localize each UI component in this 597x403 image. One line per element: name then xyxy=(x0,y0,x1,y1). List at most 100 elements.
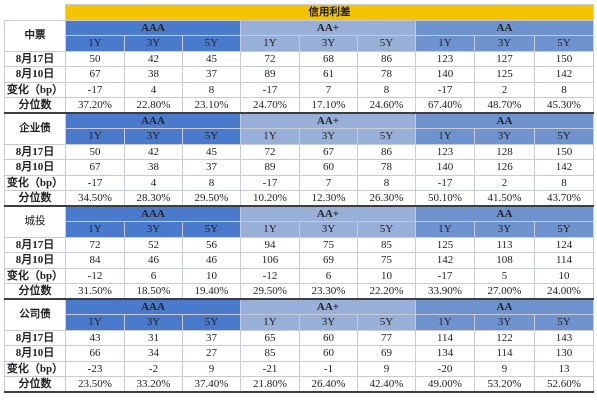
table-cell: 61 xyxy=(299,66,358,83)
table-row: 变化（bp） -12 6 10 -12 6 10 -17 5 10 xyxy=(4,267,594,284)
section-name: 公司债 xyxy=(4,298,66,331)
table-cell: 140 xyxy=(415,159,475,176)
table-cell: 42.40% xyxy=(357,376,416,393)
table-cell: 10.20% xyxy=(240,190,300,207)
tenor-header: 3Y xyxy=(474,221,535,238)
table-cell: 52 xyxy=(124,236,183,253)
tenor-header: 1Y xyxy=(240,128,300,145)
table-cell: 86 xyxy=(357,50,416,67)
tenor-header: 3Y xyxy=(299,221,358,238)
table-cell: 6 xyxy=(124,267,183,284)
table-cell: 66 xyxy=(65,345,125,362)
rating-group-header: AAA xyxy=(65,19,241,36)
table-cell: 127 xyxy=(474,50,535,67)
table-cell: 21.80% xyxy=(240,376,300,393)
table-cell: 125 xyxy=(415,236,475,253)
tenor-header: 1Y xyxy=(415,221,475,238)
table-cell: 114 xyxy=(474,345,535,362)
table-cell: 50 xyxy=(65,50,125,67)
row-label: 8月10日 xyxy=(4,345,66,362)
tenor-header-row: 1Y 3Y 5Y 1Y 3Y 5Y 1Y 3Y 5Y xyxy=(5,221,594,238)
table-cell: 7 xyxy=(299,81,358,98)
table-cell: 23.50% xyxy=(65,376,125,393)
tenor-header: 3Y xyxy=(124,314,183,331)
table-cell: 124 xyxy=(534,236,594,253)
table-cell: -1 xyxy=(299,360,358,377)
table-cell: 19.40% xyxy=(182,283,241,300)
table-cell: -12 xyxy=(240,267,300,284)
table-cell: 9 xyxy=(182,360,241,377)
table-cell: 52.60% xyxy=(534,376,594,393)
table-cell: 50 xyxy=(65,143,125,160)
table-cell: 37.20% xyxy=(65,97,125,114)
tenor-header: 3Y xyxy=(299,35,358,52)
table-cell: 50.10% xyxy=(415,190,475,207)
table-cell: 67 xyxy=(299,143,358,160)
table-cell: 60 xyxy=(299,159,358,176)
table-cell: 41.50% xyxy=(474,190,535,207)
table-cell: 108 xyxy=(474,252,535,269)
credit-spread-table-container: 信用利差 中票 AAA AA+ AA 1Y 3Y 5Y 1Y 3Y 5Y 1Y 3Y 5Y 8月17日 50… xyxy=(4,4,594,400)
table-row: 8月17日 50 42 45 72 68 86 123 127 150 xyxy=(4,50,594,67)
table-cell: 38 xyxy=(124,66,183,83)
table-row: 分位数 31.50% 18.50% 19.40% 29.50% 23.30% 22.20% 3… xyxy=(4,283,594,300)
title-row: 信用利差 xyxy=(4,4,594,21)
table-cell: 8 xyxy=(182,174,241,191)
table-cell: 126 xyxy=(474,159,535,176)
table-cell: 33.90% xyxy=(415,283,475,300)
rating-group-header: AA xyxy=(415,205,594,222)
table-cell: 37 xyxy=(182,159,241,176)
table-cell: 10 xyxy=(534,267,594,284)
table-cell: -17 xyxy=(415,267,475,284)
table-cell: -17 xyxy=(65,81,125,98)
tenor-header: 1Y xyxy=(415,128,475,145)
tenor-header: 5Y xyxy=(182,221,241,238)
table-cell: 77 xyxy=(357,329,416,346)
table-cell: 150 xyxy=(534,50,594,67)
table-cell: -17 xyxy=(240,174,300,191)
table-cell: 22.20% xyxy=(357,283,416,300)
table-cell: 140 xyxy=(415,66,475,83)
table-cell: 67 xyxy=(65,66,125,83)
table-row: 变化（bp） -17 4 8 -17 7 8 -17 2 8 xyxy=(4,174,594,191)
tenor-header: 1Y xyxy=(65,35,125,52)
rating-group-header: AA xyxy=(415,298,594,315)
table-cell: 122 xyxy=(474,329,535,346)
rating-group-header: AA+ xyxy=(240,19,416,36)
table-cell: 78 xyxy=(357,159,416,176)
table-cell: 38 xyxy=(124,159,183,176)
tenor-header: 1Y xyxy=(240,35,300,52)
row-label: 分位数 xyxy=(4,190,66,207)
table-cell: 49.00% xyxy=(415,376,475,393)
table-cell: 142 xyxy=(415,252,475,269)
table-cell: 123 xyxy=(415,50,475,67)
table-row: 分位数 37.20% 22.80% 23.10% 24.70% 17.10% 24.60% 6… xyxy=(4,97,594,114)
table-cell: -23 xyxy=(65,360,125,377)
table-cell: 8 xyxy=(182,81,241,98)
tenor-header: 5Y xyxy=(534,221,594,238)
table-cell: 85 xyxy=(357,236,416,253)
table-row: 8月10日 84 46 46 106 69 75 142 108 114 xyxy=(4,252,594,269)
table-row: 变化（bp） -17 4 8 -17 7 8 -17 2 8 xyxy=(4,81,594,98)
rating-group-header: AA xyxy=(415,19,594,36)
table-cell: 46 xyxy=(124,252,183,269)
tenor-header: 1Y xyxy=(240,221,300,238)
tenor-header: 3Y xyxy=(124,221,183,238)
table-cell: 29.50% xyxy=(240,283,300,300)
tenor-header: 5Y xyxy=(182,35,241,52)
table-cell: -2 xyxy=(124,360,183,377)
section-name: 城投 xyxy=(4,205,66,238)
table-cell: 8 xyxy=(357,81,416,98)
tenor-header: 3Y xyxy=(474,314,535,331)
table-cell: 114 xyxy=(534,252,594,269)
tenor-header: 5Y xyxy=(357,314,416,331)
section-name: 企业债 xyxy=(4,112,66,145)
row-label: 8月10日 xyxy=(4,66,66,83)
table-cell: 24.00% xyxy=(534,283,594,300)
table-row: 8月10日 66 34 27 85 60 69 134 114 130 xyxy=(4,345,594,362)
table-cell: 65 xyxy=(240,329,300,346)
table-cell: 31 xyxy=(124,329,183,346)
table-cell: 143 xyxy=(534,329,594,346)
table-cell: 67.40% xyxy=(415,97,475,114)
group-header-row: 企业债 AAA AA+ AA xyxy=(4,112,594,145)
